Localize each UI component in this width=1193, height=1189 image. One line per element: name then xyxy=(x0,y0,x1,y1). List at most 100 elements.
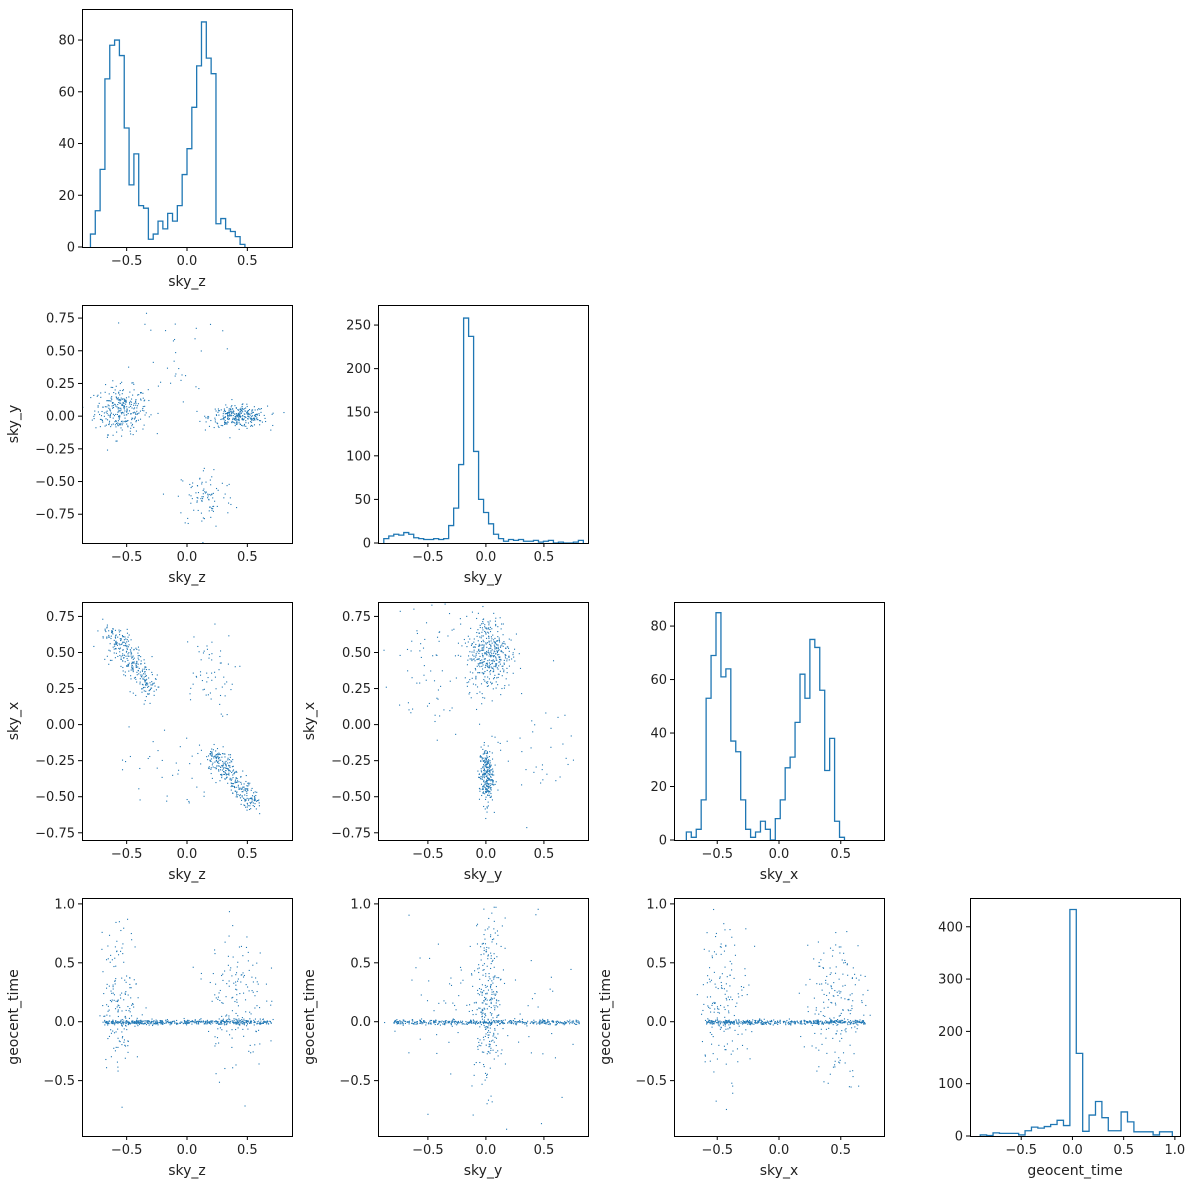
scatter-point xyxy=(478,776,480,778)
scatter-point xyxy=(833,995,835,997)
scatter-point xyxy=(485,662,487,665)
scatter-point xyxy=(448,1022,450,1024)
scatter-point xyxy=(414,1022,416,1024)
scatter-point xyxy=(115,385,117,387)
scatter-point xyxy=(482,661,484,663)
scatter-point xyxy=(489,770,491,772)
scatter-point xyxy=(102,1005,104,1007)
scatter-point xyxy=(238,413,240,415)
scatter-point xyxy=(484,652,486,654)
scatter-point xyxy=(845,1031,847,1033)
scatter-point xyxy=(491,993,493,995)
scatter-point xyxy=(499,1023,501,1025)
scatter-point xyxy=(545,1023,547,1025)
scatter-point xyxy=(711,1021,713,1023)
scatter-point xyxy=(761,1023,763,1026)
scatter-point xyxy=(831,988,833,990)
scatter-point xyxy=(490,769,492,771)
scatter-point xyxy=(445,1022,447,1024)
scatter-point xyxy=(731,963,733,965)
scatter-point xyxy=(477,663,479,665)
scatter-point xyxy=(542,1020,544,1022)
scatter-point xyxy=(578,1021,580,1023)
scatter-point xyxy=(494,637,496,639)
scatter-point xyxy=(234,425,236,427)
x-tick-label: −0.5 xyxy=(111,847,143,862)
scatter-point xyxy=(161,1020,163,1022)
scatter-point xyxy=(128,655,130,657)
scatter-point xyxy=(489,1052,491,1054)
scatter-point xyxy=(455,733,457,735)
scatter-point xyxy=(113,392,115,394)
scatter-point xyxy=(701,1040,704,1043)
scatter-point xyxy=(444,1022,446,1025)
scatter-point xyxy=(227,663,229,665)
scatter-point xyxy=(262,1022,264,1024)
scatter-point xyxy=(543,1021,545,1023)
scatter-point xyxy=(483,990,485,992)
scatter-point xyxy=(526,1025,528,1027)
scatter-point xyxy=(493,920,495,922)
scatter-point xyxy=(207,415,209,418)
scatter-point xyxy=(235,781,237,784)
scatter-point xyxy=(717,1022,719,1024)
scatter-point xyxy=(217,1021,219,1023)
scatter-point xyxy=(196,501,198,503)
scatter-point xyxy=(497,1033,499,1035)
scatter-point xyxy=(139,683,141,685)
scatter-point xyxy=(486,1103,488,1105)
scatter-point xyxy=(493,906,495,908)
scatter-point xyxy=(831,1002,833,1004)
scatter-point xyxy=(115,1031,117,1033)
scatter-point xyxy=(237,784,239,786)
scatter-point xyxy=(238,418,240,420)
y-tick-label: 0 xyxy=(955,1130,963,1145)
scatter-point xyxy=(118,392,120,394)
scatter-point xyxy=(234,1022,236,1024)
scatter-point xyxy=(203,1023,205,1025)
scatter-point xyxy=(219,753,221,756)
scatter-point xyxy=(844,961,846,964)
scatter-point xyxy=(145,675,147,677)
scatter-point xyxy=(250,797,252,799)
y-tick-label: 0.75 xyxy=(342,610,371,625)
scatter-point xyxy=(841,1022,843,1024)
scatter-point xyxy=(105,424,107,426)
scatter-point xyxy=(145,668,148,671)
x-tick-label: −0.5 xyxy=(412,847,444,862)
scatter-point xyxy=(123,961,125,963)
scatter-point xyxy=(224,1067,226,1070)
scatter-point xyxy=(482,964,484,966)
scatter-point xyxy=(473,638,475,640)
y-tick-label: −0.50 xyxy=(331,790,371,805)
scatter-point xyxy=(704,1061,706,1063)
scatter-point xyxy=(495,681,497,683)
scatter-point xyxy=(841,1030,843,1032)
scatter-point xyxy=(420,643,422,645)
scatter-point xyxy=(115,643,117,645)
scatter-point xyxy=(175,352,177,354)
y-tick-label: 1.0 xyxy=(350,897,371,912)
scatter-point xyxy=(825,1021,827,1023)
scatter-point xyxy=(497,650,499,652)
scatter-point xyxy=(250,1052,252,1054)
scatter-point xyxy=(487,628,489,630)
scatter-point xyxy=(473,658,475,660)
scatter-point xyxy=(483,784,485,786)
scatter-point xyxy=(222,425,224,427)
scatter-point xyxy=(485,788,487,790)
x-tick-label: 0.5 xyxy=(237,847,258,862)
scatter-point xyxy=(508,665,510,667)
scatter-point xyxy=(120,665,122,667)
scatter-point xyxy=(237,414,239,416)
scatter-point xyxy=(741,1033,743,1035)
scatter-point xyxy=(540,1022,542,1024)
scatter-point xyxy=(135,399,137,401)
scatter-point xyxy=(233,1021,235,1023)
scatter-point xyxy=(116,424,119,426)
scatter-point xyxy=(486,769,488,771)
scatter-point xyxy=(228,1015,230,1017)
scatter-point xyxy=(490,650,492,652)
scatter-point xyxy=(479,666,481,668)
scatter-point xyxy=(265,1023,267,1025)
